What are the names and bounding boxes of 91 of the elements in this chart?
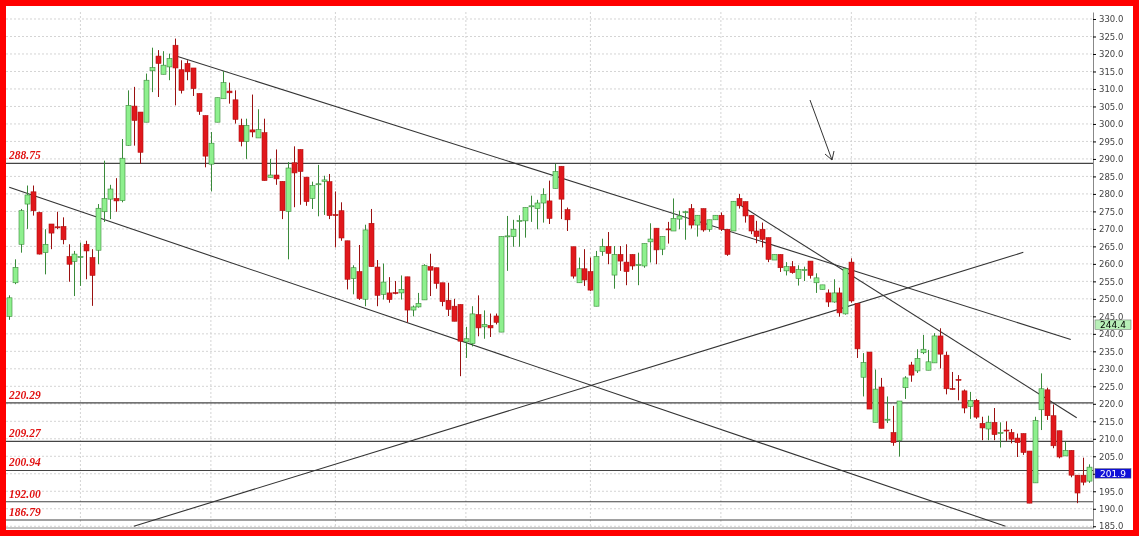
y-tick-label: 280.0 [1099, 189, 1124, 200]
candlestick [113, 177, 120, 213]
candlestick [884, 395, 891, 424]
y-tick-label: 295.0 [1099, 136, 1124, 147]
y-tick-label: 330.0 [1099, 14, 1124, 25]
candlestick [89, 248, 96, 307]
candlestick [398, 274, 405, 301]
candlestick [665, 221, 672, 245]
candlestick [66, 243, 73, 283]
candlestick [955, 374, 962, 401]
y-tick-label: 260.0 [1099, 259, 1124, 270]
candlestick [196, 93, 203, 116]
candlestick [605, 231, 612, 265]
y-tick-label: 210.0 [1099, 434, 1124, 445]
candlestick [546, 180, 553, 225]
y-tick-label: 215.0 [1099, 416, 1124, 427]
ref-line-label: 288.75 [8, 149, 41, 162]
y-tick-label: 245.0 [1099, 311, 1124, 322]
y-tick-label: 285.0 [1099, 171, 1124, 182]
y-tick-label: 190.0 [1099, 503, 1124, 514]
candlestick [659, 236, 666, 256]
y-tick-label: 230.0 [1099, 364, 1124, 375]
candlestick [12, 258, 19, 285]
candlestick [967, 391, 974, 420]
ref-line-label: 200.94 [8, 456, 41, 469]
y-tick-label: 300.0 [1099, 119, 1124, 130]
y-tick-label: 185.0 [1099, 521, 1124, 532]
ref-line-label: 209.27 [8, 427, 42, 440]
ref-line-label: 220.29 [8, 388, 41, 401]
candlestick [149, 47, 156, 93]
candlestick [232, 89, 239, 125]
y-tick-label: 195.0 [1099, 486, 1124, 497]
candlestick [226, 82, 233, 105]
y-tick-label: 315.0 [1099, 66, 1124, 77]
candlestick [991, 407, 998, 441]
candlestick [552, 163, 559, 189]
y-tick-label: 225.0 [1099, 381, 1124, 392]
candlestick [860, 352, 867, 397]
candlestick [267, 158, 274, 178]
candlestick [255, 108, 262, 139]
y-tick-label: 310.0 [1099, 84, 1124, 95]
candlestick [475, 294, 482, 337]
y-tick-label: 290.0 [1099, 154, 1124, 165]
y-tick-label: 320.0 [1099, 49, 1124, 60]
candlestick [380, 263, 387, 301]
candlestick [688, 203, 695, 230]
candlestick [576, 257, 583, 284]
y-tick-label: 275.0 [1099, 206, 1124, 217]
candlestick [249, 94, 256, 138]
candlestick [961, 388, 968, 414]
candlestick [985, 415, 992, 441]
y-tick-label: 305.0 [1099, 101, 1124, 112]
candlestick [890, 405, 897, 447]
candlestick [83, 240, 90, 280]
candlestick [481, 309, 488, 340]
candlestick [700, 208, 707, 233]
candlestick [350, 264, 357, 295]
candlestick [836, 287, 843, 318]
candlestick [997, 421, 1004, 449]
candlestick [24, 185, 31, 230]
text: 244.4 [1100, 319, 1127, 330]
candlestick [564, 207, 571, 232]
candlestick [208, 131, 215, 192]
candlestick [682, 210, 689, 241]
y-tick-label: 240.0 [1099, 329, 1124, 340]
candlestick [914, 348, 921, 374]
ref-line-label: 186.79 [9, 505, 41, 518]
y-tick-label: 265.0 [1099, 241, 1124, 252]
candlestick [487, 313, 494, 338]
y-tick-label: 235.0 [1099, 346, 1124, 357]
candlestick [42, 228, 49, 275]
candlestick [694, 214, 701, 238]
candlestick [653, 227, 660, 265]
candlestick [238, 118, 245, 147]
candlestick [243, 118, 250, 160]
y-tick-label: 250.0 [1099, 294, 1124, 305]
candlestick [1038, 372, 1045, 431]
y-tick-label: 270.0 [1099, 224, 1124, 235]
y-tick-label: 205.0 [1099, 451, 1124, 462]
y-tick-label: 325.0 [1099, 31, 1124, 42]
ref-line-label: 192.00 [9, 487, 41, 500]
candlestick [831, 278, 838, 304]
candlestick [979, 416, 986, 441]
candlestick [973, 398, 980, 420]
candlestick [611, 245, 618, 290]
y-tick-label: 220.0 [1099, 399, 1124, 410]
text: 201.9 [1100, 468, 1127, 479]
candlestick [902, 375, 909, 400]
y-tick-label: 255.0 [1099, 276, 1124, 287]
candlestick [908, 361, 915, 383]
candlestick [6, 294, 13, 321]
